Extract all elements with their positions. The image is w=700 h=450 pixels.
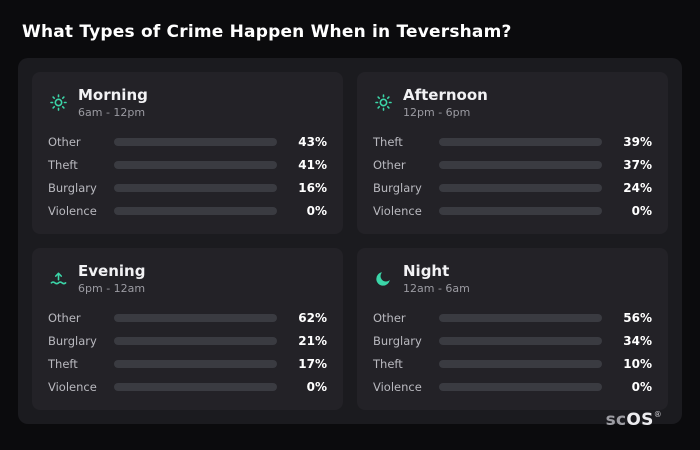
crime-row: Theft 41% bbox=[48, 154, 327, 176]
crime-percentage: 16% bbox=[298, 181, 327, 195]
crime-label: Burglary bbox=[373, 181, 422, 195]
card-header: Afternoon 12pm - 6pm bbox=[373, 86, 652, 119]
crime-row: Theft 10% bbox=[373, 353, 652, 375]
crime-label: Violence bbox=[373, 380, 422, 394]
crime-row: Burglary 16% bbox=[48, 177, 327, 199]
crime-label: Other bbox=[48, 135, 81, 149]
card-title: Night bbox=[403, 262, 450, 280]
crime-bar-track bbox=[439, 383, 602, 391]
brand-prefix: sc bbox=[605, 410, 627, 430]
crime-label: Burglary bbox=[48, 181, 97, 195]
time-period-card-afternoon: Afternoon 12pm - 6pm Theft 39% Other 37%… bbox=[357, 72, 668, 234]
crime-row: Other 56% bbox=[373, 307, 652, 329]
crime-label: Violence bbox=[48, 204, 97, 218]
crime-row: Violence 0% bbox=[373, 200, 652, 222]
crime-percentage: 17% bbox=[298, 357, 327, 371]
crime-label: Theft bbox=[48, 158, 78, 172]
registered-trademark-symbol: ® bbox=[653, 410, 662, 419]
crime-bar-track bbox=[114, 383, 277, 391]
crime-percentage: 34% bbox=[623, 334, 652, 348]
crime-label: Other bbox=[48, 311, 81, 325]
crime-bar-track bbox=[439, 314, 602, 322]
crime-rows: Theft 39% Other 37% Burglary 24% Violenc… bbox=[373, 131, 652, 224]
crime-bar-track bbox=[114, 337, 277, 345]
sun-icon bbox=[373, 93, 393, 113]
crime-row: Burglary 24% bbox=[373, 177, 652, 199]
crime-percentage: 56% bbox=[623, 311, 652, 325]
crime-bar-track bbox=[114, 360, 277, 368]
crime-bar-track bbox=[114, 138, 277, 146]
crime-percentage: 0% bbox=[631, 380, 652, 394]
card-subtitle: 12am - 6am bbox=[403, 282, 470, 295]
card-title: Afternoon bbox=[403, 86, 488, 104]
crime-rows: Other 62% Burglary 21% Theft 17% Violenc… bbox=[48, 307, 327, 400]
crime-row: Theft 39% bbox=[373, 131, 652, 153]
crime-bar-track bbox=[439, 360, 602, 368]
brand-suffix: OS bbox=[626, 410, 654, 430]
crime-percentage: 0% bbox=[306, 204, 327, 218]
crime-row: Violence 0% bbox=[48, 376, 327, 398]
moon-icon bbox=[373, 269, 393, 289]
crime-percentage: 41% bbox=[298, 158, 327, 172]
card-subtitle: 6am - 12pm bbox=[78, 106, 146, 119]
crime-bar-track bbox=[439, 207, 602, 215]
crime-row: Other 62% bbox=[48, 307, 327, 329]
crime-row: Violence 0% bbox=[373, 376, 652, 398]
crime-percentage: 43% bbox=[298, 135, 327, 149]
card-subtitle: 12pm - 6pm bbox=[403, 106, 471, 119]
crime-bar-track bbox=[439, 184, 602, 192]
crime-percentage: 21% bbox=[298, 334, 327, 348]
time-period-card-evening: Evening 6pm - 12am Other 62% Burglary 21… bbox=[32, 248, 343, 410]
crime-label: Other bbox=[373, 158, 406, 172]
card-header: Morning 6am - 12pm bbox=[48, 86, 327, 119]
crime-bar-track bbox=[114, 314, 277, 322]
crime-bar-track bbox=[439, 138, 602, 146]
card-title: Evening bbox=[78, 262, 146, 280]
sun-icon bbox=[48, 93, 68, 113]
crime-percentage: 37% bbox=[623, 158, 652, 172]
card-header: Evening 6pm - 12am bbox=[48, 262, 327, 295]
crime-rows: Other 43% Theft 41% Burglary 16% Violenc… bbox=[48, 131, 327, 224]
crime-label: Theft bbox=[373, 357, 403, 371]
crime-bar-track bbox=[114, 207, 277, 215]
crime-row: Other 37% bbox=[373, 154, 652, 176]
time-period-card-night: Night 12am - 6am Other 56% Burglary 34% … bbox=[357, 248, 668, 410]
time-period-card-morning: Morning 6am - 12pm Other 43% Theft 41% B… bbox=[32, 72, 343, 234]
crime-bar-track bbox=[114, 184, 277, 192]
crime-by-time-panel: Morning 6am - 12pm Other 43% Theft 41% B… bbox=[18, 58, 682, 424]
crime-percentage: 0% bbox=[631, 204, 652, 218]
crime-label: Violence bbox=[48, 380, 97, 394]
crime-row: Burglary 21% bbox=[48, 330, 327, 352]
crime-label: Other bbox=[373, 311, 406, 325]
card-subtitle: 6pm - 12am bbox=[78, 282, 146, 295]
crime-row: Burglary 34% bbox=[373, 330, 652, 352]
crime-bar-track bbox=[114, 161, 277, 169]
crime-row: Theft 17% bbox=[48, 353, 327, 375]
crime-percentage: 62% bbox=[298, 311, 327, 325]
page-title: What Types of Crime Happen When in Tever… bbox=[22, 22, 512, 42]
crime-rows: Other 56% Burglary 34% Theft 10% Violenc… bbox=[373, 307, 652, 400]
sunset-icon bbox=[48, 269, 68, 289]
crime-row: Violence 0% bbox=[48, 200, 327, 222]
crime-bar-track bbox=[439, 161, 602, 169]
crime-label: Theft bbox=[48, 357, 78, 371]
crime-label: Burglary bbox=[48, 334, 97, 348]
crime-percentage: 0% bbox=[306, 380, 327, 394]
crime-row: Other 43% bbox=[48, 131, 327, 153]
crime-label: Burglary bbox=[373, 334, 422, 348]
crime-label: Theft bbox=[373, 135, 403, 149]
crime-percentage: 10% bbox=[623, 357, 652, 371]
brand-logo: scOS® bbox=[606, 410, 662, 430]
crime-percentage: 24% bbox=[623, 181, 652, 195]
crime-label: Violence bbox=[373, 204, 422, 218]
card-title: Morning bbox=[78, 86, 148, 104]
crime-percentage: 39% bbox=[623, 135, 652, 149]
crime-bar-track bbox=[439, 337, 602, 345]
card-header: Night 12am - 6am bbox=[373, 262, 652, 295]
